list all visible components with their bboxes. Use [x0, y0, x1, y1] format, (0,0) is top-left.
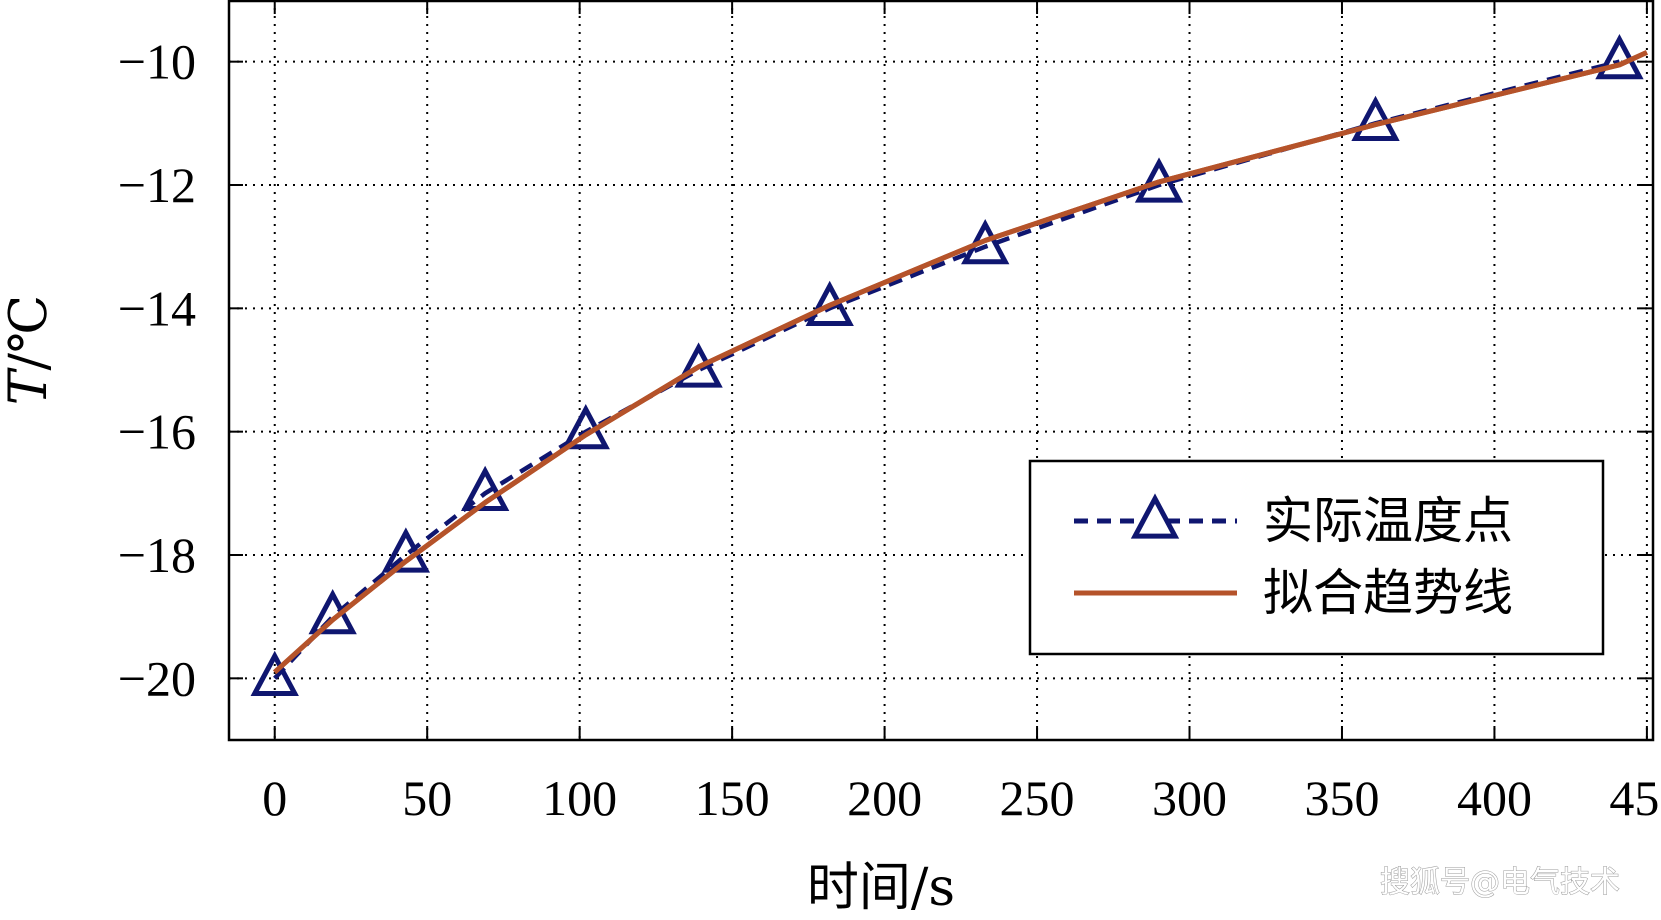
legend-label-1: 拟合趋势线 — [1263, 564, 1513, 622]
x-tick-label: 150 — [695, 770, 770, 826]
y-tick-labels: −20 −18 −16 −14 −12 −10 — [118, 34, 196, 707]
x-tick-labels: 0 50 100 150 200 250 300 350 400 450 — [262, 770, 1661, 826]
x-tick-label: 0 — [262, 770, 287, 826]
y-tick-label: −10 — [118, 34, 196, 90]
y-tick-label: −16 — [118, 404, 196, 460]
data-point-marker — [674, 342, 723, 388]
x-tick-label: 100 — [542, 770, 617, 826]
series — [250, 34, 1648, 696]
y-tick-label: −20 — [118, 650, 196, 706]
data-point-marker — [805, 280, 854, 326]
fit-line-overlay — [273, 50, 1648, 675]
y-axis-title-unit: /℃ — [0, 295, 59, 371]
x-tick-label: 450 — [1609, 770, 1661, 826]
axis-ticks — [229, 0, 1653, 740]
legend-label-0: 实际温度点 — [1263, 492, 1513, 550]
x-tick-label: 200 — [847, 770, 922, 826]
y-tick-label: −12 — [118, 157, 196, 213]
y-tick-label: −18 — [118, 527, 196, 583]
x-axis-title: 时间/s — [807, 858, 955, 918]
legend-box — [1028, 459, 1605, 656]
y-axis-title-variable: T — [0, 367, 59, 405]
legend-marker — [1130, 493, 1180, 539]
x-tick-label: 250 — [1000, 770, 1075, 826]
x-tick-label: 300 — [1152, 770, 1227, 826]
x-tick-label: 400 — [1457, 770, 1532, 826]
x-tick-label: 350 — [1304, 770, 1379, 826]
y-axis-title: T/℃ — [0, 295, 59, 405]
x-tick-label: 50 — [402, 770, 452, 826]
data-point-marker — [308, 589, 357, 635]
data-point-marker — [460, 465, 510, 511]
watermark: 搜狐号@电气技术 — [1380, 865, 1620, 900]
data-point-marker — [250, 650, 299, 696]
plot-area — [227, 0, 1655, 742]
series-line-0 — [273, 59, 1621, 680]
y-tick-label: −14 — [118, 280, 196, 336]
